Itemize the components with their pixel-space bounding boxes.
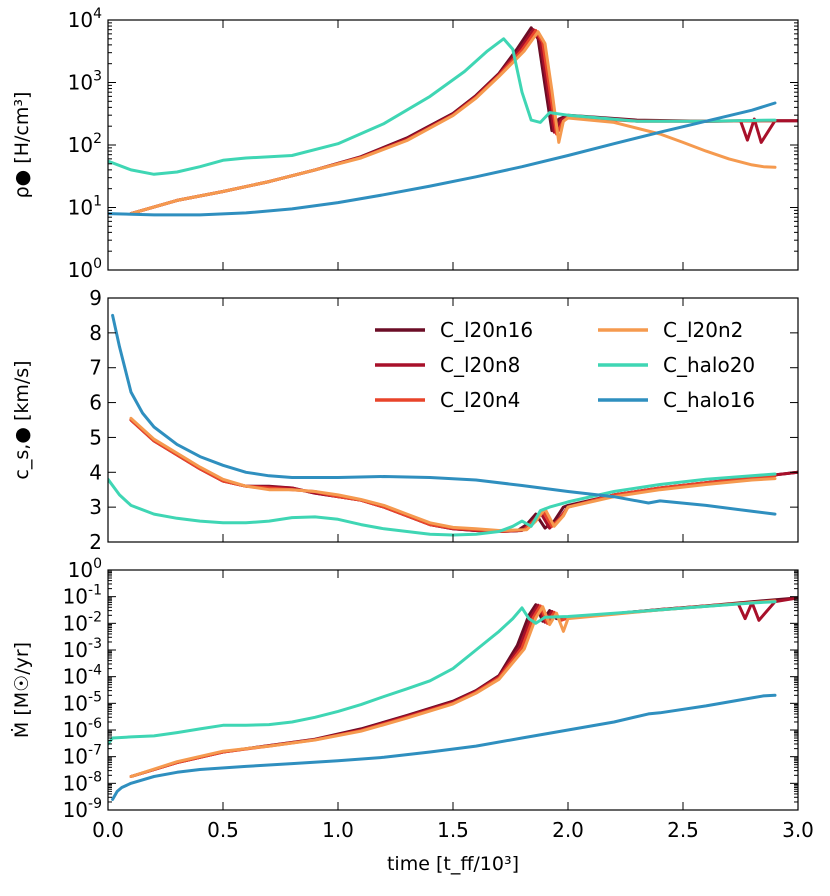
x-tick-label: 1.5 (437, 818, 469, 842)
y-tick-label: 4 (89, 460, 102, 484)
middle-ylabel: c_s,● [km/s] (11, 360, 33, 479)
middle-panel: 2 3 4 5 6 7 8 9 C_l20n16 C_l20n8 C_l20n4 C_l20n2 C_h… (89, 286, 799, 554)
legend-label: C_l20n4 (440, 388, 520, 412)
legend-label: C_halo16 (663, 388, 755, 412)
top-plot-frame (107, 19, 799, 271)
legend: C_l20n16 C_l20n8 C_l20n4 C_l20n2 C_halo20 C_h… (375, 318, 755, 412)
legend-label: C_l20n2 (663, 318, 743, 342)
bottom-series-c-halo20 (108, 600, 777, 746)
x-tick-label: 1.0 (322, 818, 354, 842)
y-tick-label: 8 (89, 321, 102, 345)
y-tick-label: 10-5 (63, 689, 102, 715)
y-tick-label: 7 (89, 356, 102, 380)
middle-series-c-l20n2 (129, 416, 777, 532)
top-panel: 100 101 102 103 104 (68, 6, 799, 282)
y-tick-label: 10-9 (63, 796, 102, 822)
y-tick-label: 9 (89, 286, 102, 310)
bottom-ylabel: Ṁ [M☉/yr] (10, 642, 33, 738)
legend-label: C_l20n16 (440, 318, 533, 342)
y-tick-label: 10-2 (63, 609, 102, 635)
y-tick-label: 10-3 (63, 636, 102, 662)
top-series-c-halo20 (108, 37, 777, 176)
x-tick-label: 0.5 (207, 818, 239, 842)
legend-label: C_halo20 (663, 353, 755, 377)
y-tick-label: 10-4 (63, 663, 103, 689)
y-tick-label: 102 (68, 131, 102, 157)
bottom-series-c-halo16 (111, 693, 777, 801)
y-tick-label: 10-6 (63, 716, 103, 742)
xlabel: time [t_ff/10³] (387, 853, 519, 875)
middle-series-c-halo20 (108, 472, 777, 537)
y-tick-label: 3 (89, 495, 102, 519)
y-tick-label: 10-1 (63, 583, 102, 609)
top-series-c-l20n2 (129, 30, 777, 216)
y-tick-label: 10-7 (63, 743, 102, 769)
y-tick-label: 104 (68, 6, 102, 32)
legend-label: C_l20n8 (440, 353, 520, 377)
middle-series-c-l20n4 (129, 418, 777, 533)
top-ylabel: ρ● [H/cm³] (11, 92, 33, 199)
y-tick-label: 100 (68, 556, 102, 582)
y-tick-label: 2 (89, 530, 102, 554)
y-tick-label: 101 (68, 194, 102, 220)
middle-series-c-l20n16 (129, 418, 798, 533)
y-tick-label: 5 (89, 425, 102, 449)
x-tick-label: 0.0 (92, 818, 124, 842)
y-tick-label: 10-8 (63, 769, 102, 795)
x-tick-label: 2.0 (552, 818, 584, 842)
x-tick-label: 2.5 (667, 818, 699, 842)
y-tick-label: 103 (68, 69, 102, 95)
middle-series-c-l20n8 (129, 418, 798, 533)
x-tick-label: 3.0 (782, 818, 814, 842)
y-tick-label: 100 (68, 256, 102, 282)
middle-series-c-halo16 (111, 313, 777, 516)
y-tick-label: 6 (89, 391, 102, 415)
top-series-c-halo16 (108, 101, 777, 217)
